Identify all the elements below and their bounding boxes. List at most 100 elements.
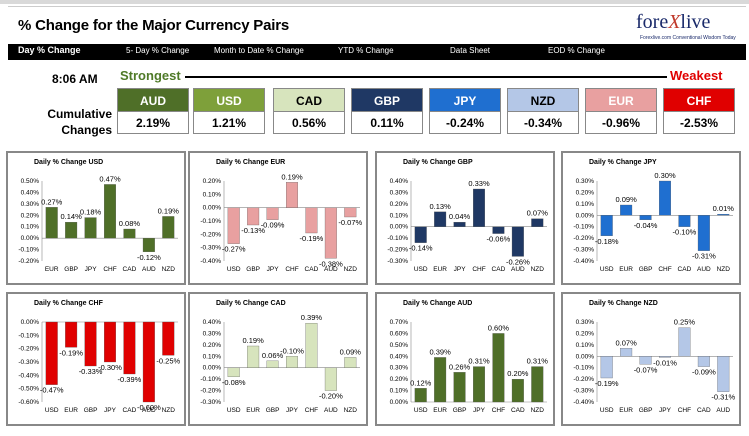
nav-data-sheet[interactable]: Data Sheet (450, 46, 491, 55)
y-tick-label: -0.10% (387, 235, 408, 242)
currency-change-value: 2.19% (117, 112, 189, 134)
data-label: -0.06% (487, 235, 511, 244)
data-label: -0.12% (137, 253, 161, 262)
bar-chart: 0.70% 0.60% 0.50% 0.40% 0.30% 0.20% 0.10% 0.00%… (390, 319, 549, 414)
bar-cad (305, 207, 318, 234)
y-tick-label: 0.20% (390, 376, 409, 383)
bar-chf (286, 182, 298, 208)
nav-day-change[interactable]: Day % Change (18, 45, 81, 55)
data-label: 0.20% (507, 369, 529, 378)
x-tick-label: JPY (286, 407, 299, 414)
y-tick-label: 0.60% (390, 330, 409, 337)
nav-ytd-change[interactable]: YTD % Change (338, 46, 394, 55)
y-tick-label: 0.10% (390, 212, 409, 219)
logo-tagline: Forexlive.com Conventional Wisdom Today (640, 35, 736, 41)
bar-aud (324, 367, 337, 391)
data-label: -0.04% (634, 221, 658, 230)
y-tick-label: -0.20% (573, 235, 594, 242)
data-label: -0.39% (118, 375, 142, 384)
data-label: 0.09% (340, 347, 362, 356)
chart-jpy: Daily % Change JPY 0.30% 0.20% 0.10% 0.00% -0… (561, 151, 741, 285)
currency-change-value: 0.56% (273, 112, 345, 134)
data-label: 0.07% (527, 209, 549, 218)
bar-nzd (162, 216, 175, 239)
y-tick-label: 0.10% (203, 353, 222, 360)
bar-gbp (84, 321, 97, 367)
y-tick-label: -0.40% (573, 399, 594, 406)
bar-chf (305, 322, 318, 368)
bar-gbp (453, 372, 466, 403)
currency-code: JPY (429, 88, 501, 112)
bar-usd (45, 321, 58, 385)
y-tick-label: -0.30% (18, 359, 39, 366)
y-tick-label: -0.30% (200, 399, 221, 406)
x-tick-label: CHF (103, 266, 116, 273)
bar-chart: 0.50% 0.40% 0.30% 0.20% 0.10% 0.00% -0.10% -0.2… (18, 174, 179, 273)
x-tick-label: CHF (285, 266, 298, 273)
y-tick-label: 0.30% (203, 330, 222, 337)
nav-eod-change[interactable]: EOD % Change (548, 46, 605, 55)
data-label: 0.12% (410, 378, 432, 387)
data-label: 0.01% (713, 204, 735, 213)
bar-chf (659, 180, 671, 216)
x-tick-label: JPY (659, 407, 672, 414)
x-tick-label: USD (227, 266, 241, 273)
data-label: 0.33% (468, 179, 490, 188)
y-tick-label: 0.10% (203, 191, 222, 198)
y-tick-label: 0.00% (576, 353, 595, 360)
currency-box-nzd: NZD -0.34% (507, 88, 579, 134)
data-label: 0.18% (80, 208, 102, 217)
bar-eur (65, 321, 78, 348)
data-label: 0.60% (488, 323, 510, 332)
currency-code: EUR (585, 88, 657, 112)
nav-5day-change[interactable]: 5- Day % Change (126, 46, 190, 55)
x-tick-label: NZD (162, 266, 176, 273)
data-label: -0.13% (241, 226, 265, 235)
bar-chart: 0.20%0.10%0.00%-0.10%-0.20%-0.30%-0.40%-… (200, 172, 362, 273)
data-label: -0.07% (634, 365, 658, 374)
currency-change-value: -2.53% (663, 112, 735, 134)
bar-usd (414, 226, 427, 243)
x-tick-label: CAD (678, 266, 692, 273)
strongest-label: Strongest (120, 68, 181, 83)
x-tick-label: EUR (619, 266, 633, 273)
nav-month-to-date[interactable]: Month to Date % Change (214, 46, 304, 55)
x-tick-label: CHF (472, 266, 485, 273)
x-tick-label: CAD (511, 407, 525, 414)
bar-cad (678, 215, 691, 227)
y-tick-label: 0.10% (390, 388, 409, 395)
y-tick-label: 0.00% (576, 212, 595, 219)
bar-gbp (65, 221, 78, 239)
data-label: 0.26% (449, 362, 471, 371)
currency-code: GBP (351, 88, 423, 112)
y-tick-label: 0.20% (576, 189, 595, 196)
chart-usd: Daily % Change USD 0.50% 0.40% 0.30% 0.20% 0.… (6, 151, 186, 285)
data-label: 0.04% (449, 212, 471, 221)
bar-aud (142, 321, 155, 403)
x-tick-label: AUD (716, 407, 730, 414)
bar-aud (511, 226, 524, 257)
x-tick-label: GBP (84, 407, 98, 414)
bar-eur (434, 357, 447, 403)
data-label: -0.20% (319, 392, 343, 401)
forexlive-logo[interactable]: foreXlive Forexlive.com Conventional Wis… (618, 11, 738, 43)
y-tick-label: -0.30% (573, 388, 594, 395)
y-tick-label: -0.10% (18, 247, 39, 254)
y-tick-label: 0.10% (21, 224, 40, 231)
page-title: % Change for the Major Currency Pairs (18, 17, 290, 34)
currency-box-gbp: GBP 0.11% (351, 88, 423, 134)
currency-code: NZD (507, 88, 579, 112)
bar-gbp (247, 207, 260, 226)
x-tick-label: NZD (344, 266, 358, 273)
currency-box-usd: USD 1.21% (193, 88, 265, 134)
bar-chart: 0.00% -0.10% -0.20% -0.30% -0.40% -0.50% -0.60… (18, 319, 180, 414)
bar-jpy (659, 356, 671, 358)
y-tick-label: 0.30% (576, 178, 595, 185)
chart-title: Daily % Change EUR (216, 159, 286, 166)
bar-eur (434, 211, 447, 227)
x-tick-label: AUD (511, 266, 525, 273)
y-tick-label: -0.30% (573, 247, 594, 254)
y-tick-label: 0.10% (576, 342, 595, 349)
data-label: -0.27% (222, 245, 246, 254)
bar-aud (142, 237, 155, 253)
